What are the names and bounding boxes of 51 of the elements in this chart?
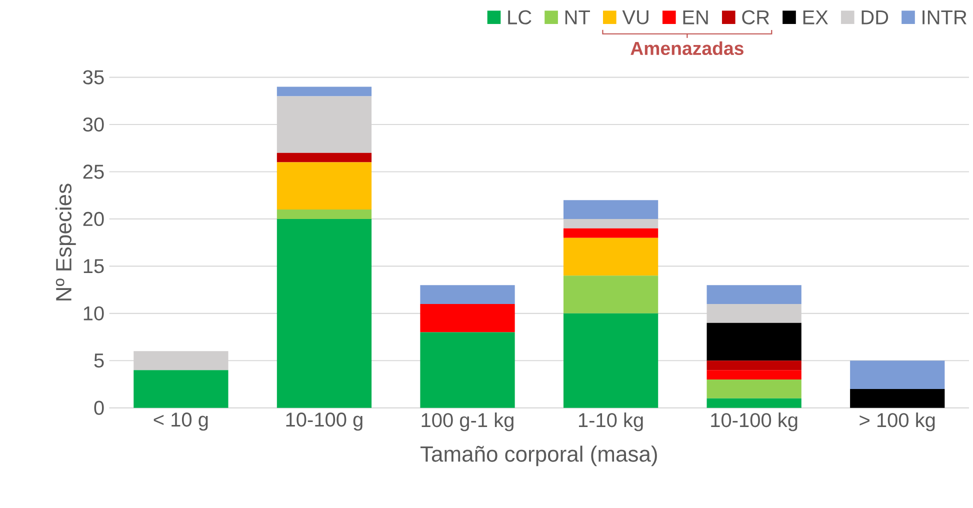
y-tick-label: 10 [84,306,104,321]
bar [134,370,228,408]
bar [276,162,372,210]
bar [563,228,658,238]
bar [420,304,515,332]
x-tick-label: 10-100 kg [711,412,798,432]
y-tick-label: 0 [94,400,104,416]
bar [706,380,802,398]
y-tick-label: 20 [83,212,104,226]
x-axis-title: Tamaño corporal (masa) [420,446,657,466]
y-tick-label: 15 [84,259,104,274]
x-tick-label: 100 g-1 kg [422,412,514,432]
x-tick-label: < 10 g [154,412,208,431]
bar [706,285,802,304]
bar [134,351,228,370]
bar [850,389,945,408]
x-tick-label: 10-100 g [286,412,362,431]
legend-label: LC [508,10,532,24]
y-tick-label: 25 [83,164,104,179]
y-tick-label: 35 [83,70,104,84]
bar [563,314,658,408]
bar [706,370,802,380]
bar [420,285,515,304]
bar [276,152,372,162]
bar [706,398,802,408]
bar [706,360,802,370]
legend-label: VU [622,10,648,24]
x-tick-label: > 100 kg [860,412,935,432]
y-tick-label: 5 [94,354,104,368]
x-tick-label: 1-10 kg [578,412,643,432]
legend-label: CR [742,10,770,24]
bar [563,276,658,314]
bar [420,332,515,408]
legend-label: NT [565,10,590,24]
bar [563,200,658,220]
bar [563,238,658,276]
bar [276,96,372,153]
y-axis-title: Nº Especies [55,184,76,300]
legend-label: INTR [922,10,966,24]
bar [563,219,658,228]
text: Amenazadas [630,41,744,56]
bar [276,86,372,96]
legend-label: EX [803,10,828,24]
bar [276,210,372,220]
bar [706,322,802,361]
y-tick-label: 30 [83,118,104,132]
bar [850,360,945,390]
legend-label: DD [862,10,888,24]
legend-label: EN [683,10,708,24]
bar [706,304,802,323]
bar [276,219,372,408]
